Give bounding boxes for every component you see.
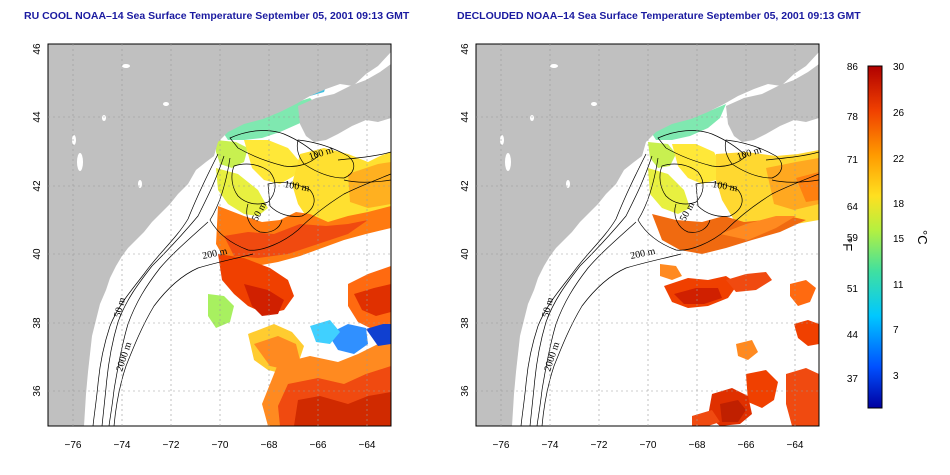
colorbar: 86 78 71 64 59 51 44 37 30 26 22 18 15 1… [840,62,930,409]
left-x-tick: −74 [114,440,131,451]
left-gridlines [48,44,391,426]
right-contour-label-200m: 200 m [629,246,656,262]
right-x-tick: −70 [640,440,657,451]
colorbar-c-tick: 26 [893,108,905,119]
colorbar-celsius-ticks: 30 26 22 18 15 11 7 3 [893,62,905,382]
left-x-tick: −76 [65,440,82,451]
colorbar-c-tick: 18 [893,199,905,210]
left-y-tick: 46 [32,43,43,55]
right-x-tick: −76 [493,440,510,451]
right-y-tick: 44 [460,111,471,123]
left-y-tick: 44 [32,111,43,123]
left-y-tick: 36 [32,385,43,397]
right-y-tick: 40 [460,248,471,260]
right-y-tick: 36 [460,385,471,397]
left-x-tick: −72 [163,440,180,451]
right-panel-title: DECLOUDED NOAA–14 Sea Surface Temperatur… [457,10,861,22]
colorbar-f-tick: 78 [847,112,859,123]
colorbar-f-tick: 64 [847,202,859,213]
right-x-tick: −66 [738,440,755,451]
colorbar-c-tick: 15 [893,234,905,245]
right-x-axis: −76 −74 −72 −70 −68 −66 −64 [493,440,804,451]
colorbar-c-tick: 3 [893,371,899,382]
right-y-tick: 42 [460,180,471,192]
colorbar-fahrenheit-ticks: 86 78 71 64 59 51 44 37 [847,62,859,385]
colorbar-f-tick: 59 [847,233,859,244]
right-x-tick: −74 [542,440,559,451]
left-y-tick: 40 [32,248,43,260]
left-contour-label-50m-b: 50 m [112,296,128,319]
left-x-tick: −68 [261,440,278,451]
right-contour-label-50m-b: 50 m [540,296,556,319]
colorbar-f-tick: 86 [847,62,859,73]
colorbar-gradient [867,65,883,409]
colorbar-f-tick: 37 [847,374,859,385]
colorbar-f-tick: 44 [847,330,859,341]
colorbar-f-tick: 71 [847,155,859,166]
left-map-panel: 100 m 100 m 50 m 200 m 50 m 2000 m −76 −… [32,43,392,451]
right-map-panel: 100 m 100 m 50 m 200 m 50 m 2000 m −76 −… [460,43,820,451]
left-x-tick: −64 [359,440,376,451]
right-y-tick: 46 [460,43,471,55]
left-x-axis: −76 −74 −72 −70 −68 −66 −64 [65,440,376,451]
left-contour-label-100m-b: 100 m [283,179,310,194]
colorbar-c-tick: 22 [893,154,905,165]
colorbar-c-tick: 11 [893,280,904,291]
right-y-axis: 36 38 40 42 44 46 [460,43,471,397]
right-y-tick: 38 [460,317,471,329]
left-x-tick: −70 [212,440,229,451]
colorbar-c-tick: 30 [893,62,905,73]
colorbar-f-tick: 51 [847,284,859,295]
left-y-tick: 38 [32,317,43,329]
left-y-tick: 42 [32,180,43,192]
right-x-tick: −64 [787,440,804,451]
left-y-axis: 36 38 40 42 44 46 [32,43,43,397]
right-gridlines [476,44,819,426]
colorbar-fahrenheit-label: °F [840,238,855,251]
right-contour-label-100m-b: 100 m [711,179,738,194]
colorbar-c-tick: 7 [893,325,899,336]
right-x-tick: −68 [689,440,706,451]
left-x-tick: −66 [310,440,327,451]
colorbar-celsius-label: °C [915,230,930,245]
left-contour-label-200m: 200 m [201,246,228,262]
left-panel-title: RU COOL NOAA–14 Sea Surface Temperature … [24,10,410,22]
right-x-tick: −72 [591,440,608,451]
